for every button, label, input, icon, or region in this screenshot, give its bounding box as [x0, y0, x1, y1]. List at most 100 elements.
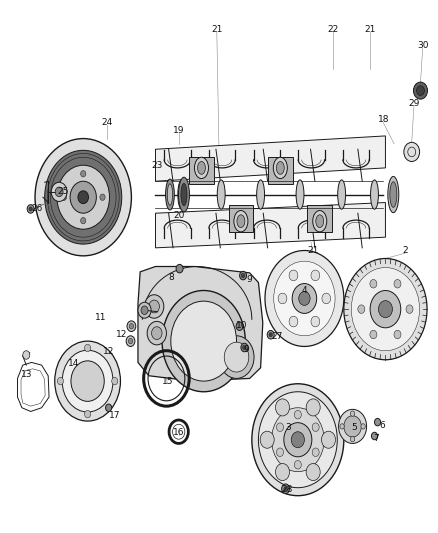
Circle shape — [370, 279, 377, 288]
Circle shape — [361, 424, 365, 429]
Circle shape — [294, 410, 301, 419]
Circle shape — [272, 408, 324, 472]
Ellipse shape — [371, 180, 378, 209]
Circle shape — [241, 343, 248, 352]
Text: 18: 18 — [378, 116, 389, 124]
Circle shape — [78, 191, 88, 204]
Circle shape — [224, 342, 249, 372]
Circle shape — [394, 330, 401, 339]
Circle shape — [61, 194, 67, 200]
Polygon shape — [229, 205, 253, 232]
Circle shape — [27, 205, 34, 213]
Circle shape — [413, 82, 427, 99]
Circle shape — [284, 423, 312, 457]
Circle shape — [81, 217, 86, 224]
Circle shape — [278, 293, 287, 304]
Circle shape — [128, 338, 133, 344]
Text: 25: 25 — [58, 188, 69, 196]
Text: 22: 22 — [327, 25, 339, 34]
Circle shape — [162, 290, 245, 392]
Text: 2: 2 — [403, 246, 408, 255]
Circle shape — [350, 411, 355, 416]
Circle shape — [358, 305, 365, 313]
Circle shape — [70, 181, 96, 213]
Circle shape — [147, 321, 166, 345]
Ellipse shape — [316, 215, 324, 228]
Circle shape — [370, 290, 401, 328]
Text: 12: 12 — [116, 330, 127, 338]
Ellipse shape — [167, 184, 173, 205]
Circle shape — [171, 301, 237, 381]
Circle shape — [371, 432, 378, 440]
Circle shape — [276, 399, 290, 416]
Circle shape — [129, 324, 134, 329]
Text: 21: 21 — [307, 246, 319, 255]
Circle shape — [62, 350, 113, 412]
Polygon shape — [138, 266, 263, 381]
Circle shape — [274, 261, 335, 336]
Circle shape — [267, 330, 274, 339]
Ellipse shape — [194, 157, 208, 179]
Circle shape — [35, 139, 131, 256]
Circle shape — [312, 448, 319, 456]
Circle shape — [141, 306, 148, 314]
Ellipse shape — [313, 211, 327, 232]
Ellipse shape — [257, 180, 265, 209]
Text: 27: 27 — [271, 333, 283, 341]
Circle shape — [126, 336, 135, 346]
Circle shape — [344, 416, 361, 437]
Circle shape — [289, 316, 298, 327]
Circle shape — [370, 330, 377, 339]
Text: 21: 21 — [211, 25, 223, 34]
Text: 11: 11 — [95, 313, 106, 321]
Circle shape — [45, 150, 122, 244]
Text: 24: 24 — [102, 118, 113, 127]
Text: 29: 29 — [408, 100, 420, 108]
Text: 4: 4 — [302, 286, 307, 295]
Text: 30: 30 — [417, 41, 428, 50]
Ellipse shape — [166, 179, 174, 210]
Circle shape — [81, 171, 86, 177]
Text: 28: 28 — [281, 485, 293, 494]
Circle shape — [138, 302, 151, 318]
Circle shape — [417, 86, 424, 95]
Circle shape — [240, 271, 247, 280]
Circle shape — [145, 295, 164, 318]
Ellipse shape — [178, 180, 186, 209]
Circle shape — [23, 351, 30, 359]
Circle shape — [71, 361, 104, 401]
Text: 20: 20 — [173, 212, 184, 220]
Ellipse shape — [237, 215, 245, 228]
Circle shape — [306, 464, 320, 481]
Ellipse shape — [388, 176, 399, 213]
Circle shape — [344, 259, 427, 360]
Polygon shape — [155, 136, 385, 181]
Ellipse shape — [198, 161, 205, 174]
Circle shape — [243, 345, 246, 350]
Circle shape — [100, 194, 105, 200]
Circle shape — [311, 270, 320, 281]
Polygon shape — [268, 157, 293, 184]
Text: 21: 21 — [364, 25, 376, 34]
Circle shape — [374, 418, 381, 426]
Circle shape — [149, 300, 159, 313]
Text: 8: 8 — [168, 273, 174, 281]
Circle shape — [299, 292, 310, 305]
Circle shape — [284, 487, 287, 491]
Ellipse shape — [273, 157, 287, 179]
Ellipse shape — [178, 177, 189, 212]
Text: 14: 14 — [68, 359, 79, 368]
Circle shape — [29, 207, 32, 211]
Text: 5: 5 — [351, 423, 357, 432]
Circle shape — [85, 410, 91, 418]
Circle shape — [322, 293, 331, 304]
Polygon shape — [155, 203, 385, 248]
Circle shape — [394, 279, 401, 288]
Circle shape — [321, 431, 336, 448]
Circle shape — [265, 251, 344, 346]
Circle shape — [236, 322, 243, 330]
Text: 15: 15 — [162, 377, 173, 385]
Circle shape — [258, 392, 337, 488]
Circle shape — [294, 461, 301, 469]
Text: 23: 23 — [151, 161, 162, 169]
